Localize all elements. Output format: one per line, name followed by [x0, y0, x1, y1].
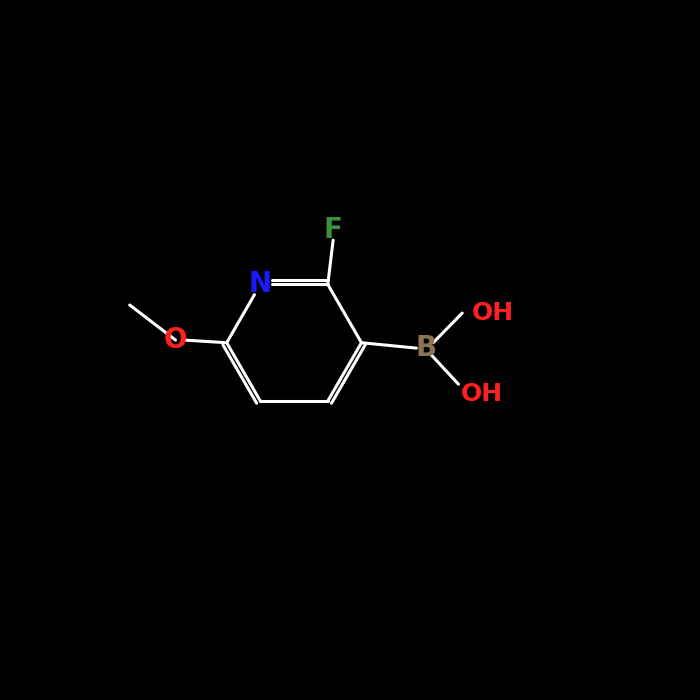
Text: B: B [416, 334, 437, 362]
Text: F: F [323, 216, 342, 244]
Text: N: N [248, 270, 272, 298]
Text: OH: OH [472, 301, 514, 325]
Text: O: O [164, 326, 187, 354]
Text: OH: OH [461, 382, 503, 406]
